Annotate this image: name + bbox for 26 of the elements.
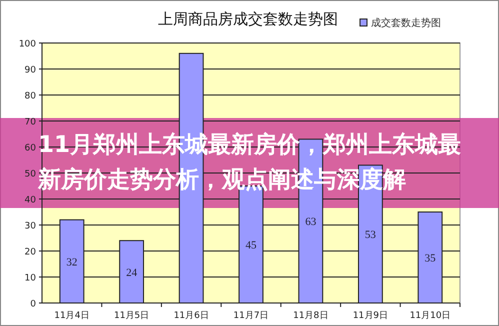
y-tick-label: 70	[24, 118, 36, 128]
y-tick-label: 10	[24, 274, 36, 284]
chart-title: 上周商品房成交套数走势图	[158, 11, 338, 28]
y-tick-label: 50	[24, 170, 36, 180]
y-tick-label: 0	[30, 300, 36, 310]
y-tick-label: 90	[24, 66, 36, 76]
x-tick-label: 11月7日	[233, 311, 269, 321]
data-label: 45	[246, 240, 257, 252]
x-tick-label: 11月10日	[410, 311, 451, 321]
data-label: 35	[424, 252, 436, 264]
x-tick-label: 11月9日	[352, 311, 388, 321]
y-tick-label: 20	[24, 248, 36, 258]
x-tick-label: 11月8日	[293, 311, 328, 321]
legend-label: 成交套数走势图	[371, 17, 441, 29]
y-tick-label: 40	[24, 196, 36, 206]
data-label: 24	[126, 266, 138, 279]
data-label: 32	[66, 256, 78, 268]
x-tick-label: 11月6日	[174, 311, 209, 321]
data-label: 53	[364, 229, 376, 242]
y-tick-label: 80	[24, 92, 36, 102]
y-tick-label: 30	[24, 222, 36, 232]
x-tick-label: 11月5日	[114, 311, 150, 321]
data-label: 63	[305, 216, 317, 228]
y-tick-label: 100	[18, 40, 36, 50]
y-tick-label: 60	[24, 144, 36, 154]
x-tick-label: 11月4日	[54, 311, 90, 321]
